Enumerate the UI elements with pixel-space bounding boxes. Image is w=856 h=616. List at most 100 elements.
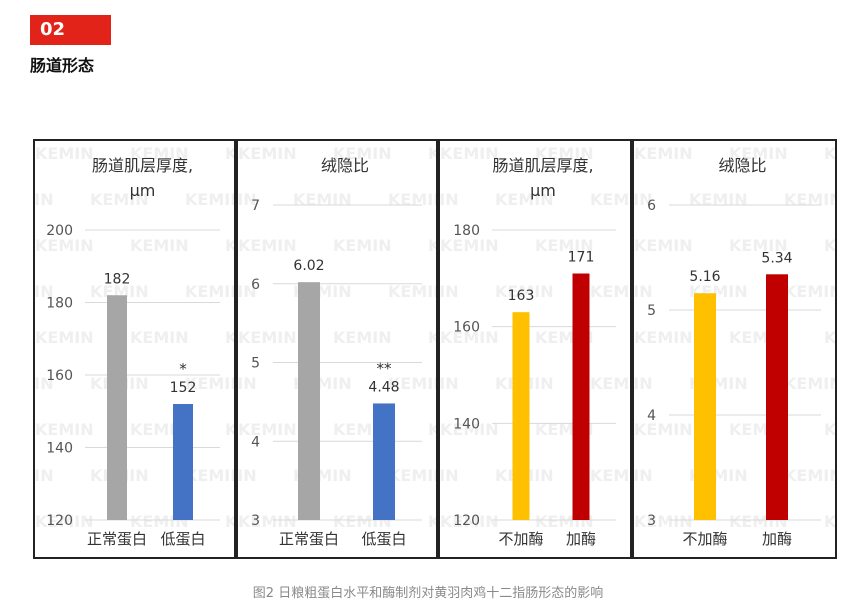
watermark-text: KEMIN (238, 512, 297, 531)
watermark-text: KEMIN (238, 144, 297, 163)
bar (373, 403, 395, 520)
chart-panel-muscle-thickness-enzyme: KEMIN KEMIN KEMIN KEMIN KEMIN KEMIN KEMIN KEMIN… (438, 139, 632, 559)
watermark-text: KEMIN (634, 466, 653, 485)
bar (512, 312, 530, 520)
watermark-text: KEMIN (590, 190, 630, 209)
y-tick-label: 5 (251, 356, 260, 372)
bar (572, 273, 590, 520)
watermark-text: KEMIN (130, 328, 189, 347)
watermark-text: KEMIN (225, 144, 234, 163)
significance-mark: ** (377, 359, 393, 377)
watermark-text: KEMIN (634, 420, 693, 439)
watermark-text: KEMIN (185, 282, 234, 301)
watermark-text: KEMIN (428, 236, 436, 255)
watermark-text: KEMIN (440, 466, 459, 485)
watermark-layer: KEMIN KEMIN KEMIN KEMIN KEMIN KEMIN KEMIN KEMIN… (440, 144, 630, 531)
watermark-text: KEMIN (590, 466, 630, 485)
chart-panel-villus-crypt-ratio-protein: KEMIN KEMIN KEMIN KEMIN KEMIN KEMIN KEMIN KEMIN… (236, 139, 438, 559)
watermark-text: KEMIN (35, 466, 54, 485)
watermark-text: KEMIN (238, 374, 257, 393)
watermark-text: KEMIN (634, 144, 693, 163)
chart-title-line: 肠道肌层厚度, (492, 156, 593, 175)
y-tick-label: 6 (251, 277, 260, 293)
bar-value-label: 6.02 (293, 258, 324, 274)
watermark-text: KEMIN (634, 236, 693, 255)
watermark-text: KEMIN (238, 328, 297, 347)
watermark-text: KEMIN (225, 236, 234, 255)
watermark-text: KEMIN (333, 236, 392, 255)
bar-value-label: 182 (104, 271, 131, 287)
watermark-text: KEMIN (238, 466, 257, 485)
category-label: 低蛋白 (160, 530, 205, 548)
watermark-text: KEMIN (238, 420, 297, 439)
watermark-text: KEMIN (388, 374, 436, 393)
watermark-text: KEMIN (35, 144, 94, 163)
watermark-text: KEMIN (784, 374, 835, 393)
watermark-text: KEMIN (784, 466, 835, 485)
watermark-text: KEMIN (440, 420, 499, 439)
watermark-text: KEMIN (35, 328, 94, 347)
bar (694, 293, 716, 520)
watermark-text: KEMIN (824, 236, 835, 255)
category-label: 正常蛋白 (87, 530, 147, 548)
watermark-text: KEMIN (440, 190, 459, 209)
watermark-text: KEMIN (333, 328, 392, 347)
y-tick-label: 160 (46, 368, 73, 384)
y-tick-label: 6 (647, 198, 656, 214)
watermark-text: KEMIN (689, 190, 748, 209)
y-tick-label: 4 (251, 434, 260, 450)
category-label: 不加酶 (498, 530, 543, 548)
watermark-text: KEMIN (784, 282, 835, 301)
watermark-text: KEMIN (440, 236, 499, 255)
watermark-text: KEMIN (495, 282, 554, 301)
watermark-layer: KEMIN KEMIN KEMIN KEMIN KEMIN KEMIN KEMIN KEMIN… (238, 144, 436, 531)
chart-svg: KEMIN KEMIN KEMIN KEMIN KEMIN KEMIN KEMIN KEMIN… (634, 144, 835, 548)
watermark-text: KEMIN (440, 328, 499, 347)
watermark-text: KEMIN (535, 236, 594, 255)
bar (298, 282, 320, 520)
y-tick-label: 120 (46, 513, 73, 529)
watermark-text: KEMIN (428, 420, 436, 439)
watermark-text: KEMIN (388, 466, 436, 485)
y-tick-label: 4 (647, 408, 656, 424)
y-tick-label: 140 (453, 416, 480, 432)
y-tick-label: 120 (453, 513, 480, 529)
bar (766, 274, 788, 520)
y-tick-label: 200 (46, 223, 73, 239)
chart-panel-muscle-thickness-protein: KEMIN KEMIN KEMIN KEMIN KEMIN KEMIN KEMIN KEMIN… (33, 139, 236, 559)
watermark-text: KEMIN (824, 512, 835, 531)
watermark-text: KEMIN (333, 144, 392, 163)
watermark-text: KEMIN (238, 236, 297, 255)
watermark-text: KEMIN (185, 374, 234, 393)
watermark-text: KEMIN (90, 282, 149, 301)
watermark-text: KEMIN (35, 374, 54, 393)
bar-value-label: 4.48 (368, 379, 399, 395)
watermark-text: KEMIN (634, 374, 653, 393)
bar-value-label: 152 (170, 380, 197, 396)
bar-value-label: 5.34 (761, 250, 792, 266)
watermark-text: KEMIN (130, 236, 189, 255)
watermark-text: KEMIN (35, 420, 94, 439)
watermark-text: KEMIN (729, 236, 788, 255)
category-label: 正常蛋白 (279, 530, 339, 548)
figure-caption: 图2 日粮粗蛋白水平和酶制剂对黄羽肉鸡十二指肠形态的影响 (252, 586, 604, 601)
watermark-text: KEMIN (824, 328, 835, 347)
watermark-layer: KEMIN KEMIN KEMIN KEMIN KEMIN KEMIN KEMIN KEMIN… (634, 144, 835, 531)
watermark-text: KEMIN (388, 190, 436, 209)
watermark-text: KEMIN (293, 190, 352, 209)
y-tick-label: 180 (46, 296, 73, 312)
y-tick-label: 7 (251, 198, 260, 214)
chart-title-line: 绒隐比 (321, 156, 369, 175)
watermark-text: KEMIN (90, 190, 149, 209)
watermark-text: KEMIN (634, 190, 653, 209)
chart-panel-villus-crypt-ratio-enzyme: KEMIN KEMIN KEMIN KEMIN KEMIN KEMIN KEMIN KEMIN… (632, 139, 837, 559)
y-tick-label: 3 (251, 513, 260, 529)
y-tick-label: 3 (647, 513, 656, 529)
watermark-text: KEMIN (428, 512, 436, 531)
chart-title-line: 绒隐比 (718, 156, 766, 175)
significance-mark: * (179, 360, 187, 378)
chart-svg: KEMIN KEMIN KEMIN KEMIN KEMIN KEMIN KEMIN KEMIN… (35, 144, 234, 548)
watermark-text: KEMIN (824, 420, 835, 439)
watermark-layer: KEMIN KEMIN KEMIN KEMIN KEMIN KEMIN KEMIN KEMIN… (35, 144, 234, 531)
watermark-text: KEMIN (590, 282, 630, 301)
